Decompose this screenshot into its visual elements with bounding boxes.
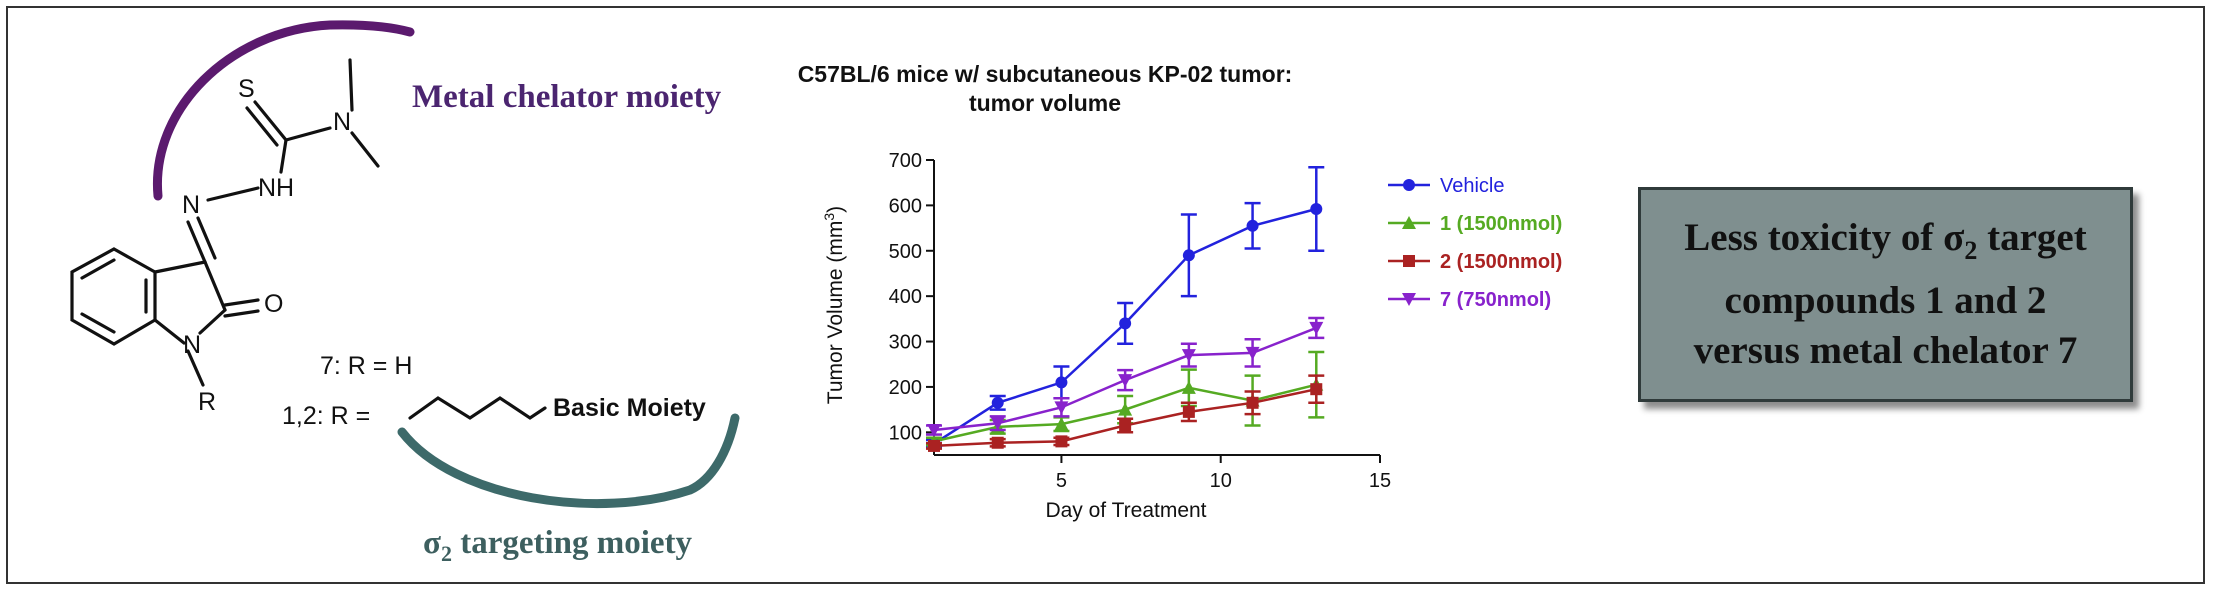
x-tick-label: 5 <box>1056 470 1067 492</box>
atom-nh: NH <box>258 174 294 202</box>
series-2 <box>926 374 1325 452</box>
data-point <box>1403 179 1415 191</box>
y-axis-label: Tumor Volume (mm3) <box>821 206 847 404</box>
sigma-targeting-label: σ2 targeting moiety <box>423 525 693 566</box>
conclusion-line-3: versus metal chelator 7 <box>1693 328 2078 372</box>
y-tick-label: 300 <box>889 332 922 354</box>
data-point <box>1403 255 1415 267</box>
data-point <box>1246 219 1259 232</box>
conclusion-line-1: Less toxicity of σ2 target <box>1684 216 2087 265</box>
sigma-targeting-arc <box>397 413 740 509</box>
y-axis-ticks: 100 200 300 400 500 600 700 <box>889 150 934 444</box>
data-point <box>1310 383 1323 396</box>
atom-o: O <box>264 290 283 318</box>
legend-label: 7 (750nmol) <box>1440 289 1551 311</box>
benzene-ring <box>70 247 157 346</box>
y-tick-label: 500 <box>889 241 922 263</box>
basic-moiety-label: Basic Moiety <box>553 394 706 422</box>
r-definition-7: 7: R = H <box>320 352 412 380</box>
atom-n-ring: N <box>183 331 201 359</box>
atom-n-dimethyl: N <box>333 108 351 136</box>
data-point <box>928 439 940 452</box>
legend-label: Vehicle <box>1440 175 1505 197</box>
data-point <box>1182 405 1195 418</box>
data-point <box>1402 216 1416 229</box>
data-point <box>1054 417 1069 431</box>
x-tick-label: 10 <box>1210 470 1232 492</box>
conclusion-line-2: compounds 1 and 2 <box>1724 278 2047 322</box>
atom-r: R <box>198 388 216 416</box>
legend-label: 2 (1500nmol) <box>1440 251 1562 273</box>
y-tick-label: 600 <box>889 195 922 217</box>
data-point <box>1118 402 1133 416</box>
conclusion-box: Less toxicity of σ2 target compounds 1 a… <box>1638 187 2133 402</box>
data-point <box>991 396 1004 409</box>
data-point <box>1118 374 1133 388</box>
molecule-structure <box>70 20 740 509</box>
data-point <box>1055 435 1068 448</box>
figure-frame <box>6 6 2205 584</box>
x-axis-label: Day of Treatment <box>1045 499 1206 522</box>
legend-label: 1 (1500nmol) <box>1440 213 1562 235</box>
series-3 <box>926 316 1325 438</box>
data-point <box>990 417 1005 431</box>
tumor-volume-chart: C57BL/6 mice w/ subcutaneous KP-02 tumor… <box>798 61 1563 522</box>
conclusion-text: Less toxicity of σ2 target compounds 1 a… <box>1684 213 2086 376</box>
data-point <box>1402 293 1416 306</box>
metal-chelator-arc <box>152 20 415 201</box>
alkyl-chain <box>408 396 547 420</box>
data-point <box>1181 349 1196 363</box>
legend-item: 7 (750nmol) <box>1388 289 1551 311</box>
legend-item: Vehicle <box>1388 175 1505 197</box>
legend-item: 1 (1500nmol) <box>1388 213 1562 235</box>
data-point <box>1119 317 1132 330</box>
data-point <box>991 436 1004 449</box>
data-point <box>1310 203 1323 216</box>
data-point <box>1119 419 1132 432</box>
data-point <box>1181 380 1196 394</box>
metal-chelator-label: Metal chelator moiety <box>412 79 722 115</box>
chart-title-line2: tumor volume <box>969 90 1121 116</box>
data-point <box>1309 321 1324 335</box>
x-tick-label: 15 <box>1369 470 1391 492</box>
legend-item: 2 (1500nmol) <box>1388 251 1562 273</box>
data-point <box>1055 376 1068 389</box>
chart-legend: Vehicle 1 (1500nmol) 2 (1500nmol) 7 (750nmo… <box>1388 175 1562 311</box>
x-axis-ticks: 5 10 15 <box>1056 455 1391 492</box>
y-tick-label: 200 <box>889 377 922 399</box>
series-layer <box>926 166 1325 452</box>
data-point <box>1245 346 1260 360</box>
atom-n-imine: N <box>182 191 200 219</box>
y-tick-label: 100 <box>889 422 922 444</box>
data-point <box>1182 249 1195 262</box>
data-point <box>1246 396 1259 409</box>
y-tick-label: 400 <box>889 286 922 308</box>
r-definition-12: 1,2: R = <box>282 402 370 430</box>
chart-title-line1: C57BL/6 mice w/ subcutaneous KP-02 tumor… <box>798 61 1293 87</box>
y-tick-label: 700 <box>889 150 922 172</box>
molecule-labels: S N NH N O N R 7: R = H 1,2: R = Basic M… <box>182 75 706 430</box>
atom-s: S <box>238 75 255 103</box>
data-point <box>927 424 941 438</box>
data-point <box>1054 401 1069 415</box>
